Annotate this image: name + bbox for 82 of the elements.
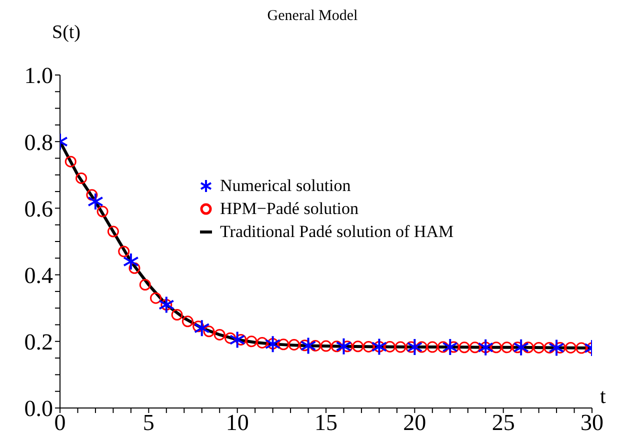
x-tick-label: 25 — [492, 410, 515, 435]
y-tick-label: 0.6 — [24, 196, 53, 222]
point — [513, 338, 530, 356]
point — [394, 341, 406, 353]
point — [405, 341, 417, 353]
point — [533, 342, 545, 354]
point — [330, 340, 342, 352]
point — [469, 342, 481, 354]
y-tick-label: 0.4 — [24, 262, 54, 288]
point — [88, 192, 104, 211]
x-tick-label: 10 — [226, 410, 249, 435]
point — [310, 340, 322, 352]
point — [548, 338, 564, 357]
point — [352, 340, 364, 352]
point — [448, 341, 460, 353]
point — [235, 334, 247, 346]
point — [564, 342, 576, 354]
point — [264, 335, 281, 354]
x-tick-label: 15 — [314, 410, 338, 435]
point — [501, 342, 513, 354]
chart-title: General Model — [267, 8, 358, 24]
point — [426, 341, 438, 353]
point — [182, 316, 194, 328]
point — [300, 336, 316, 355]
y-tick-label: 1.0 — [24, 63, 53, 88]
point — [246, 336, 258, 348]
point — [336, 337, 352, 356]
point — [480, 342, 492, 354]
point — [298, 340, 310, 352]
point — [554, 342, 566, 354]
x-tick-label: 5 — [142, 410, 154, 435]
point — [139, 279, 151, 291]
x-tick-label: 30 — [580, 410, 604, 435]
x-tick-label: 0 — [54, 410, 66, 435]
point — [118, 246, 130, 258]
point — [224, 332, 236, 344]
point — [86, 189, 98, 201]
y-axis-title: S(t) — [52, 22, 80, 44]
point — [160, 299, 172, 311]
point — [96, 206, 108, 218]
x-axis-title: t — [600, 384, 606, 409]
point — [342, 340, 354, 352]
point — [267, 338, 279, 350]
point — [512, 342, 524, 354]
y-tick-label: 0.2 — [24, 330, 53, 355]
point — [256, 336, 268, 348]
point — [478, 338, 494, 356]
point — [416, 341, 428, 353]
legend-label: Traditional Padé solution of HAM — [220, 222, 454, 242]
point — [150, 292, 162, 304]
y-tick-label: 0.0 — [24, 396, 53, 422]
point — [158, 296, 174, 314]
point — [288, 338, 300, 350]
point — [320, 340, 332, 352]
point — [214, 328, 226, 340]
point — [122, 252, 139, 270]
point — [278, 338, 290, 350]
point — [362, 340, 374, 352]
point — [544, 342, 556, 354]
point — [76, 172, 88, 184]
point — [107, 226, 119, 238]
point — [229, 330, 246, 349]
point — [384, 340, 396, 352]
point — [406, 338, 423, 356]
point — [194, 319, 210, 338]
point — [371, 338, 388, 356]
point — [203, 326, 215, 338]
point — [373, 340, 385, 352]
point — [64, 156, 76, 168]
legend-label: HPM−Padé solution — [220, 199, 359, 219]
point — [490, 342, 502, 354]
x-tick-label: 20 — [403, 410, 426, 435]
point — [442, 338, 458, 356]
point — [522, 342, 534, 354]
point — [437, 341, 449, 353]
point — [192, 320, 204, 332]
legend-label: Numerical solution — [220, 176, 351, 196]
point — [576, 342, 588, 354]
point — [171, 309, 183, 321]
point — [458, 342, 470, 354]
point — [128, 262, 140, 274]
y-tick-label: 0.8 — [24, 130, 53, 155]
